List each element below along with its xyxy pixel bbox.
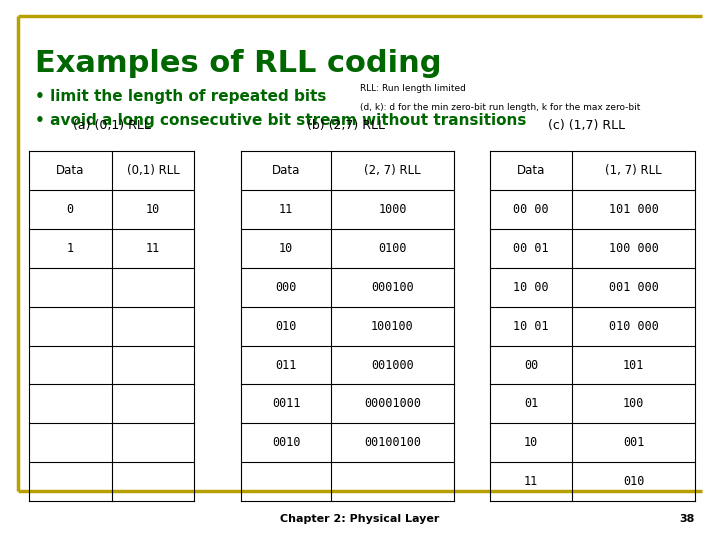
Text: 10 01: 10 01 [513, 320, 549, 333]
Text: • limit the length of repeated bits: • limit the length of repeated bits [35, 89, 326, 104]
Text: 0011: 0011 [272, 397, 300, 410]
Text: (b) (2,7) RLL: (b) (2,7) RLL [307, 119, 384, 132]
Text: 100: 100 [623, 397, 644, 410]
Text: Examples of RLL coding: Examples of RLL coding [35, 49, 441, 78]
Text: 10: 10 [279, 242, 293, 255]
Text: 11: 11 [279, 203, 293, 216]
Text: 10 00: 10 00 [513, 281, 549, 294]
Text: 010 000: 010 000 [608, 320, 659, 333]
Text: (0,1) RLL: (0,1) RLL [127, 164, 179, 177]
Text: 0100: 0100 [378, 242, 407, 255]
Text: (2, 7) RLL: (2, 7) RLL [364, 164, 420, 177]
Text: 00: 00 [524, 359, 538, 372]
Text: 100 000: 100 000 [608, 242, 659, 255]
Text: 0: 0 [67, 203, 73, 216]
Text: RLL: Run length limited: RLL: Run length limited [360, 84, 466, 93]
Text: (c) (1,7) RLL: (c) (1,7) RLL [548, 119, 626, 132]
Text: 0010: 0010 [272, 436, 300, 449]
Text: 101: 101 [623, 359, 644, 372]
Text: 001: 001 [623, 436, 644, 449]
Text: 11: 11 [146, 242, 160, 255]
Text: 11: 11 [524, 475, 538, 488]
Text: 010: 010 [276, 320, 297, 333]
Text: 00 01: 00 01 [513, 242, 549, 255]
Text: 00100100: 00100100 [364, 436, 421, 449]
Text: 01: 01 [524, 397, 538, 410]
Text: Data: Data [517, 164, 545, 177]
Text: • avoid a long consecutive bit stream without transitions: • avoid a long consecutive bit stream wi… [35, 113, 526, 129]
Text: 000100: 000100 [371, 281, 414, 294]
Text: 000: 000 [276, 281, 297, 294]
Text: 011: 011 [276, 359, 297, 372]
Text: 001000: 001000 [371, 359, 414, 372]
Text: Data: Data [56, 164, 84, 177]
Text: 1: 1 [67, 242, 73, 255]
Text: (a) (0,1) RLL: (a) (0,1) RLL [73, 119, 150, 132]
Text: 00001000: 00001000 [364, 397, 421, 410]
Text: Chapter 2: Physical Layer: Chapter 2: Physical Layer [280, 514, 440, 524]
Text: (1, 7) RLL: (1, 7) RLL [606, 164, 662, 177]
Text: 38: 38 [680, 514, 695, 524]
Text: 100100: 100100 [371, 320, 414, 333]
Text: 001 000: 001 000 [608, 281, 659, 294]
Text: 10: 10 [146, 203, 160, 216]
Text: 010: 010 [623, 475, 644, 488]
Text: Data: Data [272, 164, 300, 177]
Text: 1000: 1000 [378, 203, 407, 216]
Text: (d, k): d for the min zero-bit run length, k for the max zero-bit: (d, k): d for the min zero-bit run lengt… [360, 103, 640, 112]
Text: 101 000: 101 000 [608, 203, 659, 216]
Text: 10: 10 [524, 436, 538, 449]
Text: 00 00: 00 00 [513, 203, 549, 216]
